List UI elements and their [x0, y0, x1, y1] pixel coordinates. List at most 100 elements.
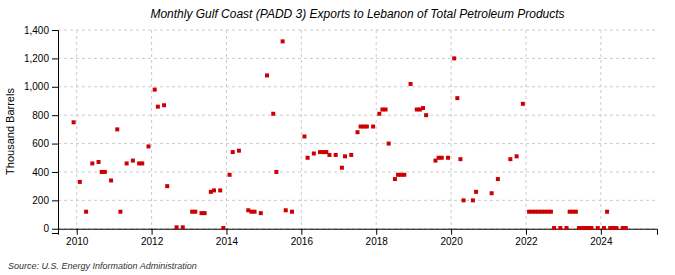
grid-line-y	[58, 171, 657, 172]
point	[284, 208, 288, 212]
point	[589, 226, 593, 230]
point	[508, 157, 512, 161]
point	[131, 159, 135, 163]
x-tick: 2010	[66, 229, 89, 247]
point	[78, 180, 82, 184]
point	[602, 226, 606, 230]
y-axis-line	[52, 31, 59, 234]
x-tick: 2018	[366, 229, 389, 247]
point	[153, 88, 157, 92]
point	[125, 161, 129, 165]
grid-line-y	[58, 115, 657, 116]
grid-line-x	[600, 30, 601, 233]
point	[115, 127, 119, 131]
point	[218, 188, 222, 192]
y-tick-label: 600	[32, 138, 49, 149]
point	[421, 106, 425, 110]
point	[574, 210, 578, 214]
point	[165, 184, 169, 188]
point	[221, 226, 225, 230]
point	[312, 152, 316, 156]
point	[162, 103, 166, 107]
grid-line-y	[58, 86, 657, 87]
point	[387, 142, 391, 146]
y-tick-mark	[52, 144, 58, 145]
x-tick-label: 2012	[141, 236, 164, 247]
y-tick-mark	[52, 200, 58, 201]
y-axis: 02004006008001,0001,2001,400	[24, 25, 59, 235]
point	[72, 120, 76, 124]
grid-line-x	[301, 30, 302, 233]
x-tick-mark	[376, 229, 377, 235]
point	[552, 226, 556, 230]
point	[515, 154, 519, 158]
point	[259, 211, 263, 215]
grid-line-x	[525, 30, 526, 233]
grid-line-x	[376, 30, 377, 233]
point	[377, 112, 381, 116]
point	[140, 161, 144, 165]
point	[212, 188, 216, 192]
y-tick-label: 1,200	[24, 53, 49, 64]
point	[384, 107, 388, 111]
point	[558, 226, 562, 230]
x-tick-mark	[226, 229, 227, 235]
y-tick-mark	[52, 172, 58, 173]
point	[340, 166, 344, 170]
point	[565, 226, 569, 230]
point	[424, 113, 428, 117]
point	[84, 210, 88, 214]
point	[334, 153, 338, 157]
x-axis: 20102012201420162018202020222024	[59, 229, 658, 247]
y-tick-mark	[52, 87, 58, 88]
y-tick: 800	[32, 110, 58, 121]
point	[290, 210, 294, 214]
point	[474, 190, 478, 194]
grid-line-y	[58, 58, 657, 59]
point	[462, 198, 466, 202]
x-axis-line	[59, 229, 658, 235]
point	[452, 56, 456, 60]
point	[281, 39, 285, 43]
x-tick-mark	[451, 229, 452, 235]
grid-line-y	[58, 30, 657, 31]
y-tick: 1,200	[24, 53, 58, 64]
point	[193, 210, 197, 214]
point	[109, 178, 113, 182]
x-tick: 2014	[216, 229, 239, 247]
point	[549, 210, 553, 214]
y-tick-label: 1,000	[24, 81, 49, 92]
grid-line-x	[76, 30, 77, 233]
point	[446, 156, 450, 160]
x-tick: 2022	[515, 229, 538, 247]
point	[228, 173, 232, 177]
point	[605, 210, 609, 214]
y-axis-title: Thousand Barrels	[4, 88, 16, 175]
annotation: Source: U.S. Energy Information Administ…	[8, 261, 197, 271]
y-tick-label: 400	[32, 167, 49, 178]
y-tick-label: 200	[32, 195, 49, 206]
point	[343, 154, 347, 158]
grid-line-x	[451, 30, 452, 233]
y-tick: 1,000	[24, 81, 58, 92]
point	[393, 177, 397, 181]
grid	[58, 30, 657, 233]
grid-line-x	[151, 30, 152, 233]
x-tick-label: 2024	[590, 236, 613, 247]
point	[402, 173, 406, 177]
title: Monthly Gulf Coast (PADD 3) Exports to L…	[150, 7, 564, 21]
point	[306, 156, 310, 160]
point	[440, 156, 444, 160]
point	[471, 198, 475, 202]
grid-line-y	[58, 143, 657, 144]
x-tick-mark	[301, 229, 302, 235]
y-tick-label: 800	[32, 110, 49, 121]
y-tick-mark	[52, 229, 58, 230]
point	[97, 160, 101, 164]
x-tick: 2024	[590, 229, 613, 247]
point	[146, 144, 150, 148]
grid-line-y	[58, 200, 657, 201]
x-tick-mark	[77, 229, 78, 235]
y-tick-mark	[52, 58, 58, 59]
point	[496, 177, 500, 181]
